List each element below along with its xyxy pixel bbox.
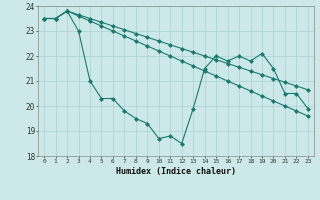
- X-axis label: Humidex (Indice chaleur): Humidex (Indice chaleur): [116, 167, 236, 176]
